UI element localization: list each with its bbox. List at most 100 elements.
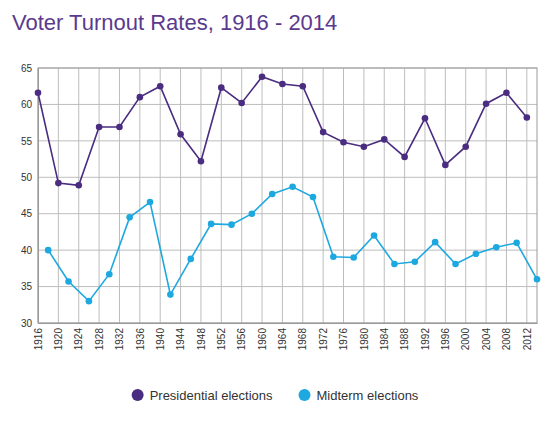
legend: Presidential elections Midterm elections	[132, 388, 419, 403]
legend-item: Midterm elections	[298, 388, 418, 403]
x-tick: 1932	[114, 323, 125, 350]
x-tick: 1924	[73, 323, 84, 350]
plot-frame	[38, 68, 537, 323]
series-point	[147, 199, 154, 206]
grid-line-x	[99, 68, 100, 323]
plot: 3035404550556065191619201924192819321936…	[21, 63, 540, 351]
y-tick: 30	[21, 318, 38, 329]
series-point	[320, 129, 327, 136]
y-tick-label: 55	[21, 136, 33, 147]
x-tick: 1968	[297, 323, 308, 350]
x-tick-label: 1932	[114, 328, 125, 351]
grid-line-x	[139, 68, 140, 323]
grid-line-y	[38, 104, 537, 105]
series-point	[279, 81, 286, 88]
y-tick-label: 50	[21, 172, 33, 183]
series-point	[218, 84, 225, 91]
series-point	[228, 221, 235, 228]
x-tick-label: 1956	[236, 328, 247, 351]
series-point	[259, 73, 266, 80]
y-axis: 3035404550556065	[21, 63, 39, 329]
legend-item: Presidential elections	[132, 388, 273, 403]
series-point	[187, 256, 194, 263]
series-point	[55, 180, 62, 187]
x-tick: 1988	[399, 323, 410, 350]
chart: Voter Turnout Rates, 1916 - 201430354045…	[0, 0, 550, 421]
x-tick-label: 1928	[94, 328, 105, 351]
series-point	[45, 247, 52, 254]
grid-line-x	[445, 68, 446, 323]
series-point	[391, 261, 398, 268]
series-point	[75, 182, 82, 189]
x-tick-label: 1960	[257, 328, 268, 351]
series-point	[116, 124, 123, 131]
x-tick: 2008	[501, 323, 512, 350]
grid-line-x	[221, 68, 222, 323]
x-tick: 1952	[216, 323, 227, 350]
series-point	[35, 89, 42, 96]
legend-marker	[298, 389, 310, 401]
series-point	[513, 240, 520, 247]
series-point	[330, 253, 337, 260]
grid-line-y	[38, 286, 537, 287]
series-point	[299, 83, 306, 90]
series-point	[442, 162, 449, 169]
x-tick-label: 2004	[481, 328, 492, 351]
grid-line-x	[465, 68, 466, 323]
x-tick: 2000	[460, 323, 471, 350]
x-tick: 1980	[359, 323, 370, 350]
series-point	[493, 244, 500, 251]
series-point	[473, 250, 480, 257]
x-tick-label: 1964	[277, 328, 288, 351]
series-point	[157, 83, 164, 90]
legend-label: Midterm elections	[316, 388, 418, 403]
series-point	[106, 271, 113, 278]
series-point	[503, 89, 510, 96]
x-tick-label: 2012	[522, 328, 533, 351]
series-point	[432, 239, 439, 246]
series-point	[411, 259, 418, 266]
grid-line-x	[180, 68, 181, 323]
grid-line-x	[363, 68, 364, 323]
y-tick-label: 35	[21, 281, 33, 292]
x-tick: 1996	[440, 323, 451, 350]
y-tick-label: 65	[21, 63, 33, 74]
x-tick-label: 1916	[33, 328, 44, 351]
grid-line-x	[343, 68, 344, 323]
x-tick: 1964	[277, 323, 288, 350]
x-tick-label: 2000	[460, 328, 471, 351]
legend-label: Presidential elections	[150, 388, 273, 403]
x-tick: 1960	[257, 323, 268, 350]
grid-line-x	[506, 68, 507, 323]
series-point	[289, 183, 296, 190]
x-tick-label: 1920	[53, 328, 64, 351]
x-tick: 1936	[135, 323, 146, 350]
x-tick-label: 2008	[501, 328, 512, 351]
series-line	[38, 77, 527, 186]
y-tick: 45	[21, 208, 38, 219]
series-point	[208, 221, 215, 228]
series-group	[35, 73, 541, 304]
x-tick-label: 1924	[73, 328, 84, 351]
x-tick: 1920	[53, 323, 64, 350]
x-tick-label: 1944	[175, 328, 186, 351]
series-point	[310, 194, 317, 201]
grid-line-x	[160, 68, 161, 323]
x-tick: 1944	[175, 323, 186, 350]
series-point	[167, 291, 174, 298]
series-point	[177, 131, 184, 138]
series-point	[96, 124, 103, 131]
grid-line-x	[200, 68, 201, 323]
grid-line-x	[323, 68, 324, 323]
series-point	[534, 276, 541, 283]
y-tick-label: 45	[21, 208, 33, 219]
y-tick-label: 40	[21, 245, 33, 256]
grid-line-y	[38, 140, 537, 141]
grid-line-x	[119, 68, 120, 323]
y-tick-label: 30	[21, 318, 33, 329]
x-tick: 1956	[236, 323, 247, 350]
x-tick: 2012	[522, 323, 533, 350]
grid-line-x	[78, 68, 79, 323]
series-point	[401, 154, 408, 161]
grid-line-y	[38, 250, 537, 251]
